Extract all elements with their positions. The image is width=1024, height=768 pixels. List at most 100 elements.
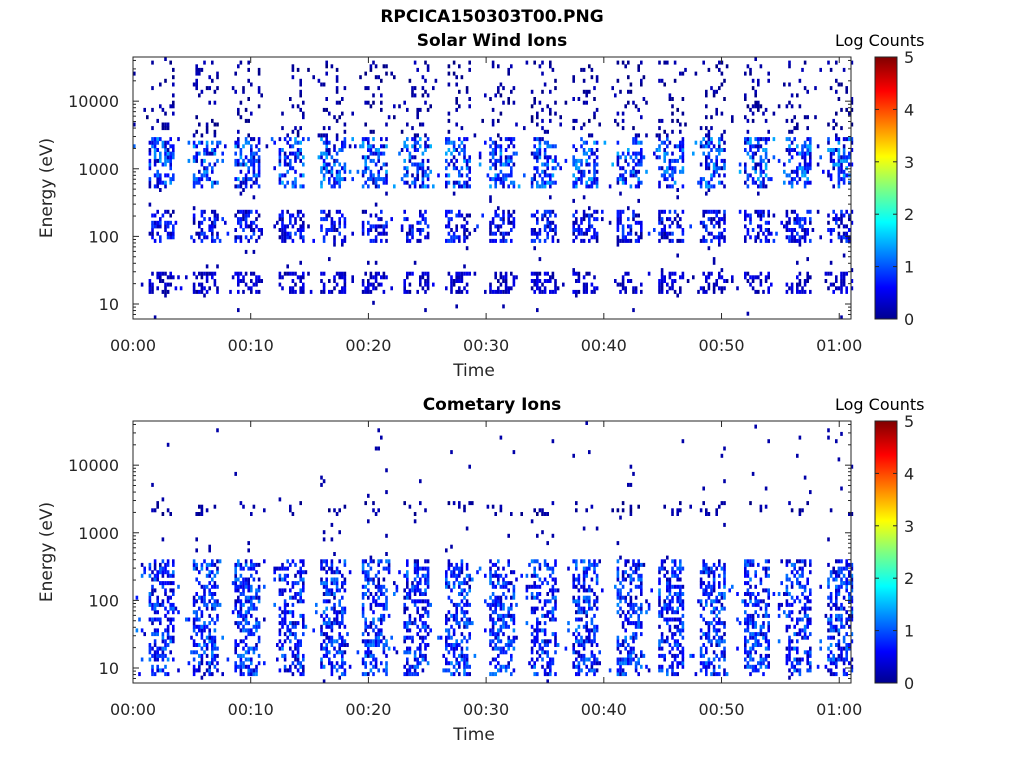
spectrogram-cell (806, 209, 809, 214)
spectrogram-cell (172, 617, 175, 622)
spectrogram-cell (369, 213, 373, 218)
spectrogram-cell (455, 289, 458, 294)
spectrogram-cell (385, 191, 388, 196)
spectrogram-cell (242, 177, 245, 182)
spectrogram-cell (450, 672, 453, 677)
spectrogram-cell (205, 289, 209, 294)
spectrogram-cell (192, 639, 196, 644)
spectrogram-cell (785, 213, 789, 218)
spectrogram-cell (237, 111, 240, 116)
spectrogram-cell (333, 180, 336, 185)
spectrogram-cell (341, 213, 344, 218)
spectrogram-cell (530, 657, 534, 662)
spectrogram-cell (616, 151, 620, 156)
spectrogram-cell (382, 584, 386, 589)
spectrogram-cell (809, 275, 812, 280)
spectrogram-cell (367, 286, 370, 291)
spectrogram-cell (621, 180, 625, 185)
spectrogram-cell (541, 581, 544, 586)
spectrogram-cell (294, 646, 297, 651)
spectrogram-cell (447, 137, 451, 142)
spectrogram-cell (445, 584, 448, 589)
spectrogram-cell (835, 122, 838, 127)
spectrogram-cell (203, 217, 206, 222)
spectrogram-cell (640, 282, 643, 287)
spectrogram-cell (595, 155, 599, 160)
spectrogram-cell (671, 282, 674, 287)
spectrogram-cell (551, 566, 555, 571)
spectrogram-cell (455, 122, 458, 127)
spectrogram-cell (489, 151, 492, 156)
spectrogram-cell (757, 148, 760, 152)
spectrogram-cell (302, 184, 305, 189)
spectrogram-cell (260, 93, 263, 98)
spectrogram-cell (445, 635, 448, 640)
spectrogram-cell (637, 220, 640, 225)
spectrogram-cell (671, 231, 674, 236)
spectrogram-cell (616, 60, 620, 65)
spectrogram-cell (413, 588, 417, 593)
spectrogram-cell (148, 140, 152, 145)
spectrogram-cell (367, 166, 370, 171)
spectrogram-cell (616, 235, 620, 240)
spectrogram-cell (255, 217, 258, 222)
spectrogram-cell (385, 661, 388, 666)
spectrogram-cell (252, 595, 256, 600)
spectrogram-cell (416, 664, 419, 669)
spectrogram-cell (166, 610, 170, 615)
spectrogram-cell (406, 595, 409, 600)
spectrogram-cell (169, 512, 172, 516)
spectrogram-cell (538, 584, 542, 589)
spectrogram-cell (585, 93, 588, 98)
spectrogram-cell (705, 104, 708, 109)
spectrogram-cell (803, 86, 807, 91)
spectrogram-cell (161, 584, 165, 589)
spectrogram-cell (588, 217, 591, 222)
spectrogram-cell (291, 661, 295, 666)
spectrogram-cell (322, 235, 326, 240)
spectrogram-cell (796, 286, 799, 291)
spectrogram-cell (595, 668, 599, 673)
spectrogram-cell (793, 235, 796, 240)
spectrogram-cell (588, 635, 591, 640)
spectrogram-cell (302, 588, 305, 593)
spectrogram-cell (335, 610, 339, 615)
spectrogram-cell (424, 646, 427, 651)
spectrogram-cell (341, 289, 344, 294)
spectrogram-cell (325, 599, 328, 604)
spectrogram-cell (164, 126, 167, 131)
spectrogram-cell (208, 75, 211, 80)
spectrogram-cell (419, 581, 422, 586)
spectrogram-cell (419, 479, 422, 484)
spectrogram-cell (619, 166, 622, 171)
spectrogram-cell (744, 224, 747, 229)
spectrogram-cell (325, 635, 328, 640)
spectrogram-cell (172, 635, 175, 640)
spectrogram-cell (255, 621, 258, 626)
spectrogram-cell (673, 271, 677, 276)
spectrogram-cell (159, 238, 162, 243)
spectrogram-cell (250, 158, 253, 163)
spectrogram-cell (549, 177, 552, 182)
spectrogram-cell (296, 639, 300, 644)
spectrogram-cell (380, 639, 383, 644)
spectrogram-cell (374, 238, 378, 243)
spectrogram-cell (463, 653, 466, 658)
spectrogram-cell (341, 242, 344, 247)
spectrogram-cell (335, 78, 339, 83)
spectrogram-cell (250, 286, 253, 291)
spectrogram-cell (554, 650, 557, 655)
spectrogram-cell (705, 158, 708, 163)
spectrogram-cell (335, 566, 339, 571)
spectrogram-cell (549, 195, 552, 200)
spectrogram-cell (588, 632, 591, 637)
spectrogram-cell (497, 602, 500, 607)
spectrogram-cell (572, 289, 575, 294)
spectrogram-cell (382, 617, 386, 622)
spectrogram-cell (543, 155, 547, 160)
spectrogram-cell (588, 184, 591, 189)
spectrogram-cell (281, 111, 284, 116)
spectrogram-cell (242, 86, 245, 91)
spectrogram-cell (577, 632, 581, 637)
spectrogram-cell (406, 635, 409, 640)
